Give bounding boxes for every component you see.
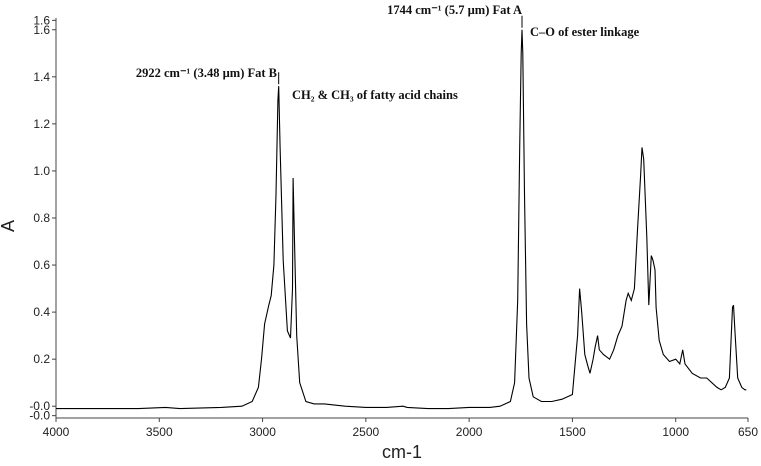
x-axis-title: cm-1 bbox=[382, 442, 422, 462]
annotation-label: 2922 cm⁻¹ (3.48 µm) Fat B bbox=[136, 66, 277, 80]
y-tick-label: 0.6 bbox=[33, 258, 50, 272]
x-ticks: 4000 3500 3000 2500 2000 1500 1000 650 bbox=[43, 418, 758, 439]
x-tick-label: 2500 bbox=[352, 425, 379, 439]
x-tick-label: 650 bbox=[738, 425, 758, 439]
y-axis-title: A bbox=[0, 220, 18, 232]
y-ticks: -0.0-0.0 0.2 0.4 0.6 0.8 1.0 1.2 1.4 1.61.6 bbox=[29, 13, 56, 423]
x-tick-label: 3000 bbox=[249, 425, 276, 439]
x-tick-label: 1500 bbox=[559, 425, 586, 439]
y-tick-label: -0.0 bbox=[29, 399, 50, 413]
y-tick-label: 1.6 bbox=[33, 23, 50, 37]
annotation-label: CH₂ & CH₃ of fatty acid chains bbox=[292, 88, 458, 102]
x-tick-label: 1000 bbox=[662, 425, 689, 439]
y-tick-label: 1.6 bbox=[33, 13, 50, 27]
y-tick-label: 0.2 bbox=[33, 352, 50, 366]
x-tick-label: 2000 bbox=[456, 425, 483, 439]
annotations: 1744 cm⁻¹ (5.7 µm) Fat A C–O of ester lin… bbox=[136, 3, 640, 102]
annotation-label: 1744 cm⁻¹ (5.7 µm) Fat A bbox=[387, 3, 522, 17]
y-tick-label: 0.4 bbox=[33, 305, 50, 319]
y-tick-label: 0.8 bbox=[33, 211, 50, 225]
y-tick-label: 1.0 bbox=[33, 164, 50, 178]
y-tick-label: 1.2 bbox=[33, 117, 50, 131]
spectrum-line bbox=[56, 29, 747, 410]
y-tick-label: -0.0 bbox=[29, 409, 50, 423]
y-tick-label: 1.4 bbox=[33, 70, 50, 84]
annotation-label: C–O of ester linkage bbox=[530, 25, 640, 39]
x-tick-label: 3500 bbox=[146, 425, 173, 439]
x-tick-label: 4000 bbox=[43, 425, 70, 439]
